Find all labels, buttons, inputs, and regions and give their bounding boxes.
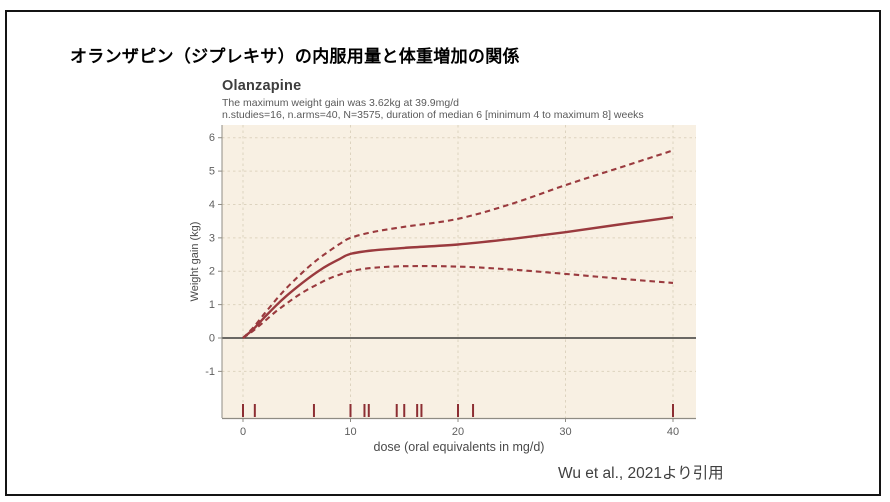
y-tick-label-4: 4	[209, 199, 215, 211]
curve-95-ci-upper	[242, 149, 674, 339]
y-tick-label-0: 0	[209, 333, 215, 345]
y-axis-title: Weight gain (kg)	[189, 222, 201, 302]
y-tick-label-3: 3	[209, 232, 215, 244]
x-tick-label-20: 20	[452, 426, 464, 438]
y-tick-label--1: -1	[205, 366, 215, 378]
page-title: オランザピン（ジプレキサ）の内服用量と体重増加の関係	[70, 47, 520, 66]
x-tick-label-30: 30	[559, 426, 571, 438]
y-tick-label-6: 6	[209, 132, 215, 144]
curve-mean-weight-gain	[242, 216, 674, 339]
x-tick-label-0: 0	[240, 426, 246, 438]
x-tick-label-10: 10	[344, 426, 356, 438]
x-tick-label-40: 40	[667, 426, 679, 438]
x-axis-title: dose (oral equivalents in mg/d)	[374, 440, 545, 454]
figure-subtitle-line1: The maximum weight gain was 3.62kg at 39…	[222, 97, 459, 109]
figure-drug-name: Olanzapine	[222, 78, 302, 94]
y-tick-label-5: 5	[209, 166, 215, 178]
curve-95-ci-lower	[242, 265, 674, 339]
citation: Wu et al., 2021より引用	[558, 465, 724, 482]
y-tick-label-1: 1	[209, 299, 215, 311]
y-tick-label-2: 2	[209, 266, 215, 278]
figure-subtitle-line2: n.studies=16, n.arms=40, N=3575, duratio…	[222, 109, 644, 121]
